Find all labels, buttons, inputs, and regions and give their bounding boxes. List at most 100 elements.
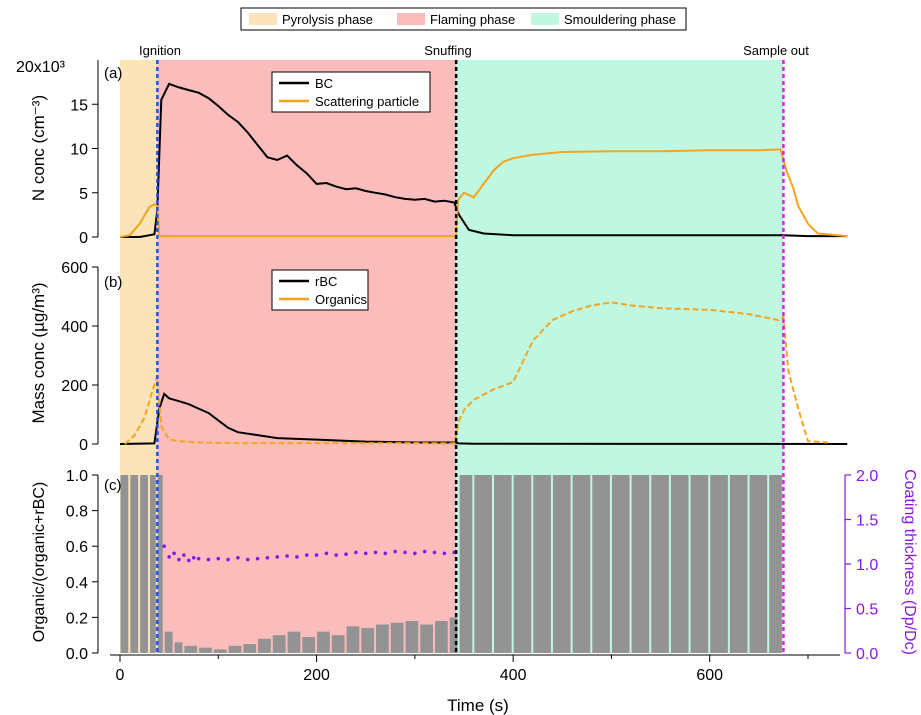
bar-c (302, 636, 316, 653)
bar-c (690, 475, 709, 653)
panel-tag-a: (a) (104, 65, 122, 82)
ytick-label-b: 0 (79, 437, 88, 454)
coating-point (403, 550, 407, 555)
bar-c (710, 475, 728, 653)
coating-point (275, 555, 280, 559)
bar-c (572, 475, 591, 653)
series-a-bc (120, 82, 848, 238)
bar-c (552, 475, 571, 653)
legend-swatch-flaming (397, 13, 425, 25)
coating-point (334, 553, 339, 557)
xtick-label: 600 (696, 667, 723, 684)
bar-c (272, 635, 286, 653)
ytick-label-b: 400 (61, 319, 88, 336)
coating-point (216, 556, 221, 561)
coating-point (344, 552, 348, 557)
event-label-snuffing: Snuffing (424, 43, 471, 58)
bar-c (631, 475, 650, 653)
coating-point (177, 557, 181, 562)
bar-c (243, 644, 257, 653)
legend-swatch-pyrolysis (249, 13, 277, 25)
bar-c (405, 620, 419, 653)
coating-point (172, 551, 176, 556)
legend-a-label-scattering: Scattering particle (315, 94, 419, 109)
bar-c (390, 622, 404, 653)
coating-point (354, 550, 358, 555)
bar-c (184, 645, 198, 653)
ytick-label-right-c: 1.5 (856, 513, 878, 530)
legend-b: rBC Organics (271, 269, 369, 311)
coating-point (226, 557, 230, 562)
event-label-ignition: Ignition (139, 43, 181, 58)
series-a-scattering-particle (119, 148, 848, 238)
ytick-label-a: 15 (70, 97, 88, 114)
ytick-label-b: 200 (61, 378, 88, 395)
bar-c (258, 638, 271, 653)
bar-c (769, 475, 782, 653)
ytick-label-c: 1.0 (66, 468, 88, 485)
coating-point (373, 550, 378, 555)
bar-c (331, 635, 345, 653)
legend-a-box (271, 71, 431, 113)
bar-c (228, 645, 242, 653)
ytick-label-right-c: 0.5 (856, 602, 878, 619)
bar-c (174, 642, 183, 653)
ytick-label-b: 600 (61, 260, 88, 277)
legend-label-pyrolysis: Pyrolysis phase (282, 12, 373, 27)
coating-point (393, 549, 398, 554)
bar-c (361, 628, 375, 653)
ylabel-c: Organic/(organic+rBC) (31, 482, 48, 643)
legend-b-label-rbc: rBC (315, 274, 337, 289)
bar-c (317, 631, 330, 653)
ytick-label-a: 5 (79, 186, 88, 203)
legend-swatch-smouldering (531, 13, 559, 25)
coating-point (236, 555, 240, 560)
coating-point (182, 553, 186, 557)
coating-point (206, 557, 211, 562)
series-b-organics (124, 301, 828, 445)
legend-b-label-organics: Organics (315, 292, 368, 307)
coating-point (245, 557, 250, 562)
coating-point (162, 544, 167, 548)
chart-marks (119, 82, 848, 653)
coating-point (295, 555, 299, 559)
xtick-label: 200 (303, 667, 330, 684)
bar-c (287, 631, 301, 653)
bar-c (120, 475, 129, 653)
ytick-label-c: 0.4 (66, 575, 88, 592)
phase-band-flaming (157, 60, 457, 653)
axes: 0 5 10 15 0 200 400 600 0.0 0.2 0.4 0.6 0.8 1.0 0.0 0.5… (61, 60, 878, 684)
coating-point (422, 549, 427, 554)
bar-c (213, 649, 227, 653)
bar-c (435, 620, 448, 653)
bar-c (611, 475, 630, 653)
coating-point (413, 551, 417, 556)
coating-point (442, 551, 447, 556)
coating-point (432, 550, 437, 555)
coating-point (191, 555, 196, 560)
ytick-label-right-c: 0.0 (856, 646, 878, 663)
bar-c (157, 475, 163, 653)
ytick-label-c: 0.0 (66, 646, 88, 663)
bar-c (670, 475, 689, 653)
bar-c (199, 647, 212, 653)
ytick-label-a: 10 (70, 142, 88, 159)
bar-c (749, 475, 768, 653)
legend-a: BC Scattering particle (271, 71, 431, 113)
event-lines (156, 60, 785, 653)
ytick-label-c: 0.6 (66, 539, 88, 556)
legend-label-smouldering: Smouldering phase (564, 12, 676, 27)
bar-c (149, 475, 156, 653)
coating-point (265, 555, 270, 560)
event-label-sample-out: Sample out (743, 43, 809, 58)
coating-point (314, 553, 319, 557)
ytick-label-right-c: 2.0 (856, 468, 878, 485)
ytick-label-c: 0.2 (66, 610, 88, 627)
xtick-label: 0 (116, 667, 125, 684)
ylabel-a-top-multiplier: 20x10³ (16, 59, 66, 76)
bar-c (449, 617, 458, 653)
bar-c (164, 631, 173, 653)
xtick-label: 400 (500, 667, 527, 684)
coating-point (304, 553, 309, 557)
legend-a-label-bc: BC (315, 76, 333, 91)
